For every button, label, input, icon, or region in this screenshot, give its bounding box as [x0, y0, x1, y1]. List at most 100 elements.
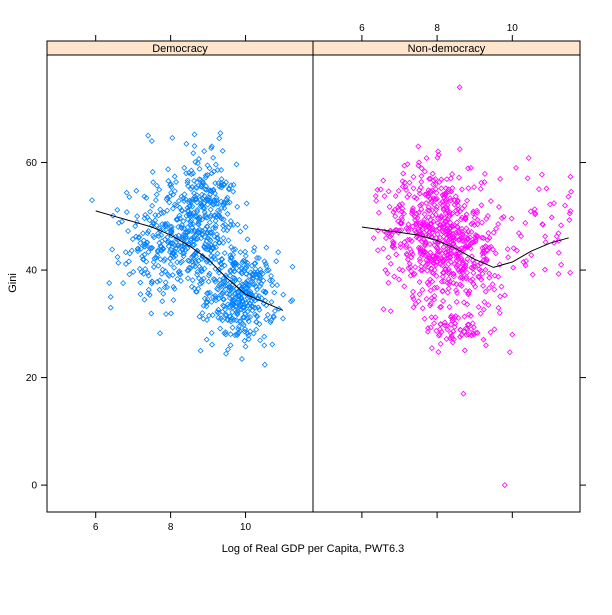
strip-label-non-democracy: Non-democracy [408, 43, 486, 55]
data-point [205, 272, 212, 279]
data-point [126, 194, 133, 201]
data-point [375, 209, 382, 216]
data-point [374, 247, 381, 254]
data-point [396, 276, 402, 283]
data-point [408, 249, 415, 256]
data-point [258, 280, 264, 287]
data-point [247, 314, 254, 320]
data-point [162, 268, 169, 275]
data-point [383, 235, 389, 242]
data-point [425, 190, 432, 197]
data-point [430, 181, 437, 188]
data-point [247, 328, 254, 335]
data-point [461, 347, 468, 354]
data-point [173, 236, 180, 243]
data-point [181, 191, 188, 198]
data-point [222, 221, 229, 228]
data-point [220, 235, 227, 242]
data-point [392, 213, 399, 220]
data-point [566, 217, 573, 223]
data-point [217, 291, 224, 298]
data-point [568, 188, 575, 195]
data-point [227, 267, 234, 274]
data-point [196, 275, 203, 282]
data-point [178, 207, 185, 214]
data-point [528, 252, 535, 259]
data-point [151, 234, 158, 241]
data-point [200, 302, 207, 309]
data-point [459, 269, 466, 276]
data-point [251, 244, 258, 251]
data-point [513, 247, 520, 254]
data-point [411, 213, 418, 220]
data-point [415, 231, 422, 238]
data-point [411, 227, 418, 234]
data-point [123, 189, 130, 196]
data-point [480, 282, 487, 289]
data-point [169, 205, 176, 212]
data-point [467, 312, 474, 319]
data-point [170, 250, 177, 257]
data-point [426, 241, 433, 247]
data-point [192, 184, 199, 191]
data-point [426, 175, 433, 182]
data-point [438, 255, 445, 262]
data-point [198, 183, 205, 190]
data-point [264, 311, 271, 318]
data-point [186, 199, 193, 206]
data-point [541, 266, 548, 273]
data-point [227, 222, 234, 229]
data-point [399, 205, 406, 212]
data-point [459, 275, 466, 282]
data-point [193, 288, 199, 295]
data-point [403, 250, 410, 257]
data-point [389, 242, 396, 249]
data-point [425, 214, 432, 221]
data-point [398, 220, 405, 227]
data-point [385, 188, 392, 195]
data-point [397, 244, 404, 251]
data-point [555, 270, 562, 277]
data-point [269, 341, 276, 348]
data-point [223, 196, 230, 203]
data-point [147, 208, 154, 215]
data-point [476, 266, 483, 273]
data-point [434, 246, 441, 253]
data-point [455, 237, 462, 243]
y-axis-title: Gini [7, 273, 19, 293]
data-point [224, 317, 231, 323]
data-point [235, 307, 242, 314]
data-point [165, 243, 172, 250]
data-point [448, 312, 455, 319]
data-point [450, 270, 457, 277]
data-point [408, 238, 415, 245]
data-point [213, 297, 219, 304]
x-tick-label-bottom: 8 [168, 522, 174, 533]
data-point [456, 236, 463, 243]
data-point [250, 330, 257, 337]
data-point [150, 232, 156, 239]
data-point [176, 270, 183, 277]
data-point [419, 305, 426, 312]
data-point [204, 235, 211, 242]
data-point [448, 188, 455, 195]
data-point [498, 283, 505, 290]
data-point [263, 244, 270, 251]
data-point [224, 346, 231, 353]
data-point [437, 234, 443, 241]
data-point [227, 272, 234, 279]
data-point [439, 269, 446, 276]
data-point [430, 260, 437, 267]
data-point [487, 329, 494, 336]
data-point-outlier [208, 143, 215, 150]
data-point [154, 252, 161, 259]
data-point [198, 268, 205, 275]
data-point [465, 291, 472, 298]
data-point [454, 290, 461, 296]
data-point [203, 183, 210, 190]
data-point [465, 331, 472, 338]
data-point [188, 210, 195, 217]
data-point [452, 313, 459, 320]
data-point [508, 215, 515, 222]
data-point [456, 146, 463, 153]
